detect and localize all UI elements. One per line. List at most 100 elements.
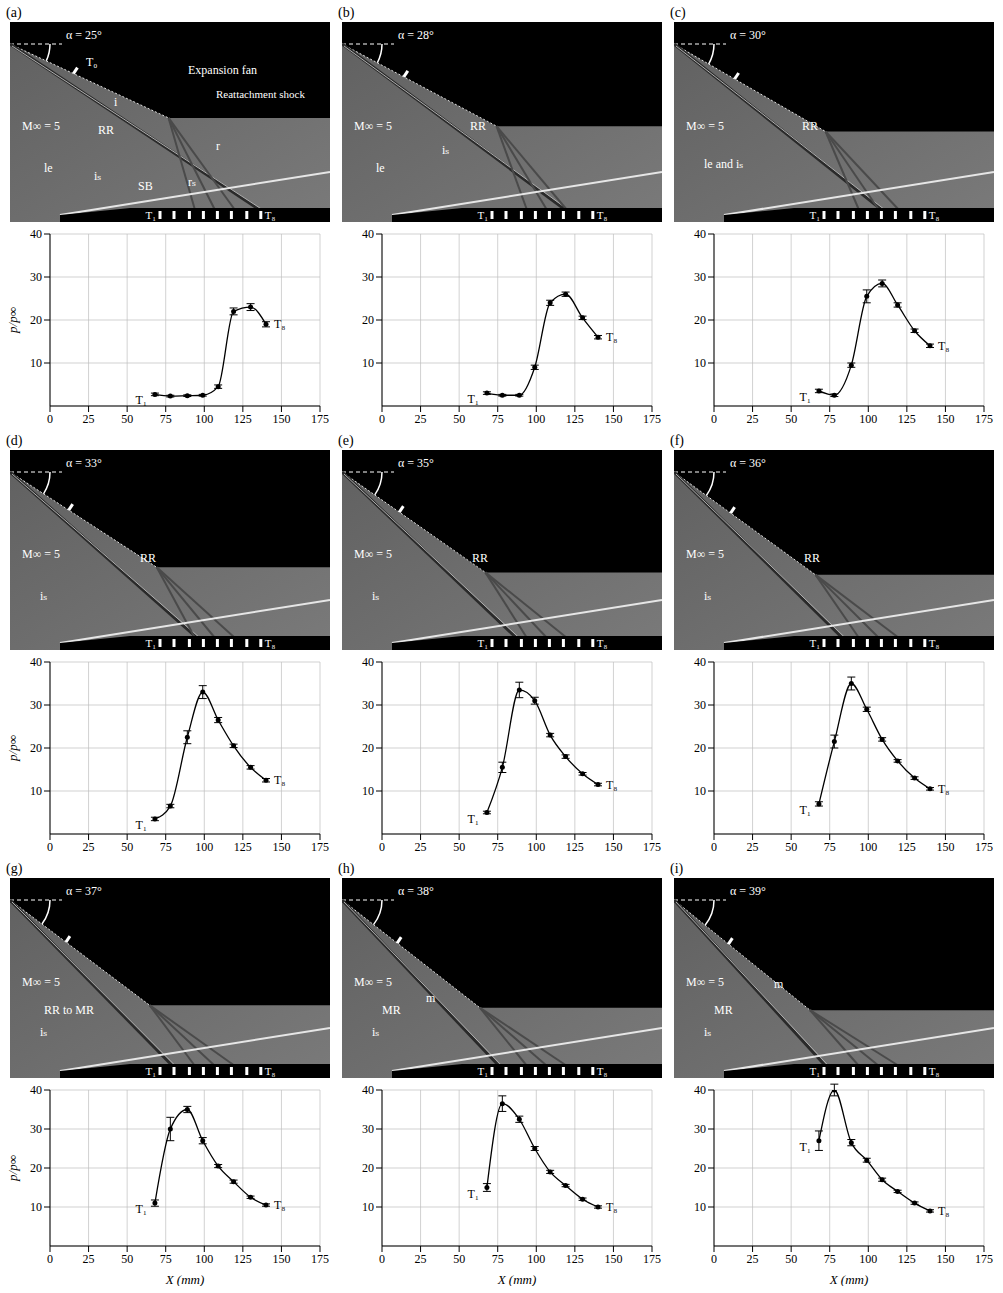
svg-text:T₈: T₈	[938, 782, 950, 796]
svg-text:20: 20	[30, 1161, 42, 1175]
svg-text:T₁: T₁	[809, 1065, 820, 1077]
svg-text:150: 150	[604, 840, 622, 854]
svg-text:10: 10	[694, 784, 706, 798]
svg-text:T₈: T₈	[606, 778, 618, 792]
svg-text:M∞ = 5: M∞ = 5	[22, 547, 60, 561]
svg-text:m: m	[774, 977, 784, 991]
svg-text:40: 40	[694, 1083, 706, 1097]
svg-text:T₈: T₈	[274, 317, 286, 331]
svg-text:T₁: T₁	[145, 637, 156, 649]
svg-text:T₁: T₁	[477, 209, 488, 221]
svg-text:75: 75	[492, 1252, 504, 1266]
svg-text:100: 100	[859, 840, 877, 854]
svg-text:125: 125	[566, 1252, 584, 1266]
svg-text:T₁: T₁	[135, 393, 147, 406]
svg-text:T₁: T₁	[135, 1202, 147, 1216]
svg-text:M∞ = 5: M∞ = 5	[354, 119, 392, 133]
svg-text:M∞ = 5: M∞ = 5	[354, 975, 392, 989]
svg-text:le: le	[376, 161, 385, 175]
svg-text:100: 100	[195, 1252, 213, 1266]
svg-text:T₈: T₈	[606, 1200, 618, 1214]
svg-text:α = 37°: α = 37°	[66, 884, 102, 898]
svg-text:175: 175	[643, 412, 661, 426]
svg-text:75: 75	[824, 412, 836, 426]
svg-text:40: 40	[362, 655, 374, 669]
svg-text:40: 40	[694, 227, 706, 241]
svg-text:50: 50	[453, 1252, 465, 1266]
svg-text:30: 30	[30, 270, 42, 284]
svg-text:T₁: T₁	[145, 209, 156, 221]
svg-text:X (mm): X (mm)	[165, 1272, 205, 1286]
svg-text:40: 40	[30, 1083, 42, 1097]
svg-text:75: 75	[160, 412, 172, 426]
svg-text:M∞ = 5: M∞ = 5	[22, 119, 60, 133]
svg-text:T₈: T₈	[929, 637, 940, 649]
svg-text:p/p∞: p/p∞	[6, 735, 20, 762]
svg-text:le: le	[44, 161, 53, 175]
svg-text:50: 50	[453, 412, 465, 426]
svg-text:SB: SB	[138, 179, 153, 193]
svg-text:100: 100	[527, 1252, 545, 1266]
svg-text:150: 150	[936, 840, 954, 854]
svg-text:T₈: T₈	[274, 1198, 286, 1212]
svg-text:RR: RR	[140, 551, 156, 565]
svg-text:25: 25	[83, 412, 95, 426]
svg-text:75: 75	[824, 840, 836, 854]
svg-text:0: 0	[47, 840, 53, 854]
svg-text:125: 125	[566, 412, 584, 426]
svg-text:MR: MR	[714, 1003, 733, 1017]
svg-text:RR: RR	[472, 551, 488, 565]
svg-text:125: 125	[234, 840, 252, 854]
svg-text:RR: RR	[802, 119, 818, 133]
svg-text:le and iₛ: le and iₛ	[704, 157, 743, 171]
svg-text:0: 0	[379, 840, 385, 854]
svg-text:T₁: T₁	[467, 812, 479, 826]
svg-text:30: 30	[362, 698, 374, 712]
svg-text:i: i	[114, 95, 118, 109]
svg-text:40: 40	[362, 1083, 374, 1097]
svg-text:25: 25	[83, 1252, 95, 1266]
svg-text:RR: RR	[470, 119, 486, 133]
svg-text:50: 50	[121, 840, 133, 854]
svg-text:T₈: T₈	[938, 1204, 950, 1218]
svg-text:10: 10	[362, 784, 374, 798]
svg-text:T₈: T₈	[265, 637, 276, 649]
svg-text:25: 25	[747, 1252, 759, 1266]
svg-text:10: 10	[30, 356, 42, 370]
svg-text:75: 75	[824, 1252, 836, 1266]
svg-text:100: 100	[195, 840, 213, 854]
svg-text:T₁: T₁	[799, 803, 811, 817]
svg-text:50: 50	[785, 840, 797, 854]
svg-text:175: 175	[643, 1252, 661, 1266]
svg-text:100: 100	[859, 1252, 877, 1266]
svg-text:175: 175	[975, 840, 993, 854]
svg-text:30: 30	[362, 270, 374, 284]
svg-text:25: 25	[747, 412, 759, 426]
svg-text:175: 175	[975, 1252, 993, 1266]
svg-text:30: 30	[694, 698, 706, 712]
svg-text:150: 150	[936, 1252, 954, 1266]
svg-text:iₛ: iₛ	[704, 589, 711, 603]
svg-text:T₈: T₈	[597, 209, 608, 221]
svg-text:0: 0	[711, 412, 717, 426]
svg-text:150: 150	[936, 412, 954, 426]
svg-text:M∞ = 5: M∞ = 5	[22, 975, 60, 989]
svg-text:iₛ: iₛ	[94, 169, 101, 183]
svg-text:p/p∞: p/p∞	[6, 1155, 20, 1182]
svg-text:20: 20	[694, 741, 706, 755]
svg-text:iₛ: iₛ	[704, 1025, 711, 1039]
svg-text:T₈: T₈	[265, 209, 276, 221]
svg-text:175: 175	[311, 840, 329, 854]
svg-text:40: 40	[30, 227, 42, 241]
svg-text:T₁: T₁	[477, 1065, 488, 1077]
svg-text:iₛ: iₛ	[372, 1025, 379, 1039]
svg-text:X (mm): X (mm)	[497, 1272, 537, 1286]
svg-text:M∞ = 5: M∞ = 5	[686, 119, 724, 133]
svg-text:p/p∞: p/p∞	[6, 307, 20, 334]
svg-text:75: 75	[160, 1252, 172, 1266]
svg-text:r: r	[216, 139, 220, 153]
svg-text:20: 20	[362, 741, 374, 755]
svg-text:30: 30	[30, 1122, 42, 1136]
svg-text:20: 20	[362, 1161, 374, 1175]
svg-text:100: 100	[859, 412, 877, 426]
